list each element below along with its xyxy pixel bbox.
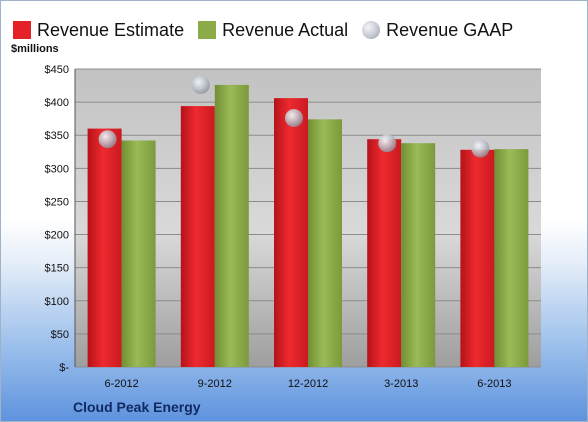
- bar-revenue-actual: [121, 140, 156, 367]
- x-tick-label: 6-2012: [104, 378, 138, 390]
- y-tick-label: $150: [45, 263, 69, 275]
- x-tick-label: 12-2012: [288, 378, 328, 390]
- y-tick-label: $250: [45, 196, 69, 208]
- legend-label-estimate: Revenue Estimate: [37, 19, 185, 40]
- bar-revenue-actual: [401, 143, 436, 367]
- bar-revenue-estimate: [460, 149, 495, 367]
- x-tick-label: 6-2013: [477, 378, 511, 390]
- y-tick-label: $450: [45, 64, 69, 76]
- bar-revenue-estimate: [367, 139, 402, 367]
- bar-revenue-actual: [308, 119, 342, 367]
- y-tick-label: $350: [45, 130, 69, 142]
- y-tick-label: $-: [59, 362, 69, 374]
- bar-revenue-estimate: [274, 98, 308, 367]
- bars: [87, 84, 529, 367]
- legend-swatch-estimate: [13, 21, 31, 39]
- y-tick-label: $50: [51, 329, 69, 341]
- bar-revenue-actual: [494, 149, 529, 367]
- legend-item-actual: Revenue Actual: [198, 20, 348, 41]
- legend-marker-gaap: [362, 21, 381, 39]
- marker-revenue-gaap: [98, 130, 117, 149]
- marker-revenue-gaap: [471, 139, 490, 158]
- y-tick-label: $100: [45, 296, 69, 308]
- bar-revenue-actual: [214, 84, 249, 367]
- x-axis-ticks: 6-2012 9-2012 12-2012 3-2013 6-2013: [104, 378, 511, 390]
- y-tick-label: $200: [45, 230, 69, 242]
- x-tick-label: 3-2013: [384, 378, 418, 390]
- y-tick-label: $300: [45, 163, 69, 175]
- marker-revenue-gaap: [285, 109, 303, 128]
- y-axis-unit-label: $millions: [11, 43, 59, 55]
- legend-label-gaap: Revenue GAAP: [386, 19, 514, 40]
- legend: Revenue Estimate Revenue Actual Revenue …: [13, 17, 527, 43]
- marker-revenue-gaap: [378, 134, 397, 153]
- legend-item-estimate: Revenue Estimate: [13, 20, 184, 41]
- legend-label-actual: Revenue Actual: [222, 19, 349, 40]
- y-tick-label: $400: [45, 97, 69, 109]
- x-tick-label: 9-2012: [198, 378, 232, 390]
- legend-swatch-actual: [198, 21, 217, 39]
- legend-item-gaap: Revenue GAAP: [362, 20, 513, 41]
- marker-revenue-gaap: [191, 75, 210, 94]
- gaap-markers: [98, 75, 490, 158]
- company-name: Cloud Peak Energy: [73, 399, 201, 415]
- y-axis-ticks: $- $50 $100 $150 $200 $250 $300 $350 $400 $450: [45, 64, 70, 374]
- bar-revenue-estimate: [87, 128, 122, 367]
- bar-revenue-estimate: [180, 106, 215, 367]
